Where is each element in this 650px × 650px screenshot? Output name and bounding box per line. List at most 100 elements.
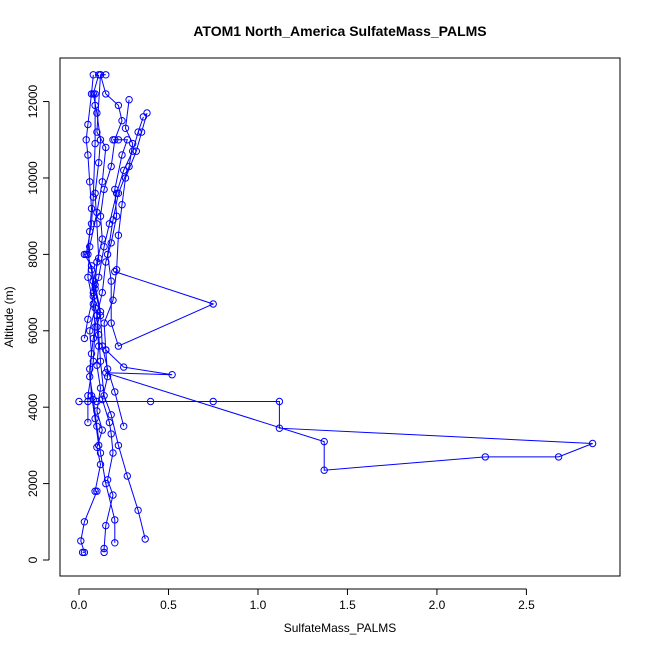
data-point <box>107 319 115 327</box>
x-tick-label: 1.0 <box>250 598 267 612</box>
data-point <box>95 441 103 450</box>
x-tick-label: 2.0 <box>429 598 446 612</box>
data-point <box>86 178 94 186</box>
data-point <box>275 397 284 406</box>
data-point <box>91 90 99 98</box>
data-point <box>103 476 112 484</box>
data-point <box>91 487 99 495</box>
data-point <box>86 243 94 251</box>
data-point <box>129 139 137 148</box>
y-tick-label: 8000 <box>26 241 40 268</box>
data-point <box>80 548 89 557</box>
data-point <box>111 267 119 276</box>
plot-frame <box>59 57 621 577</box>
data-point <box>95 159 103 167</box>
data-point <box>102 90 110 98</box>
data-point <box>118 201 126 209</box>
data-point <box>125 96 133 104</box>
data-point <box>481 453 489 461</box>
data-point <box>98 178 107 186</box>
y-axis-label: Altitude (m) <box>2 286 16 347</box>
data-point <box>114 231 123 240</box>
data-point <box>84 273 92 281</box>
data-point <box>134 128 142 136</box>
data-point <box>80 334 89 343</box>
data-point <box>93 208 101 217</box>
data-point <box>129 147 137 155</box>
data-point <box>588 439 597 448</box>
data-point <box>102 521 110 530</box>
data-point <box>320 437 328 446</box>
series-line <box>89 139 129 446</box>
data-point <box>100 243 108 251</box>
x-tick-label: 0.0 <box>71 598 88 612</box>
data-point <box>93 128 101 136</box>
x-tick-label: 0.5 <box>160 598 177 612</box>
data-point <box>86 365 94 373</box>
data-point <box>89 357 98 365</box>
data-point <box>77 537 85 545</box>
data-point <box>89 71 98 79</box>
data-point <box>105 220 114 228</box>
data-point <box>109 296 117 304</box>
x-axis: 0.0 0.5 1.0 1.5 2.0 2.5 <box>71 588 535 612</box>
data-point <box>98 288 107 297</box>
data-point <box>93 397 101 406</box>
series-line <box>80 74 123 553</box>
data-point <box>96 136 105 144</box>
y-axis: 0 2000 4000 6000 8000 10000 12000 <box>26 85 50 563</box>
data-point <box>320 466 328 474</box>
x-tick-label: 1.5 <box>339 598 356 612</box>
data-point <box>139 113 148 121</box>
data-point <box>84 315 92 323</box>
data-point <box>114 342 123 350</box>
data-point <box>121 124 130 133</box>
data-point <box>86 327 94 335</box>
data-point <box>114 101 123 110</box>
data-point <box>118 117 126 125</box>
data-point <box>98 426 107 434</box>
data-point <box>111 516 119 524</box>
series-line <box>85 74 146 540</box>
data-point <box>75 397 83 406</box>
data-point <box>100 548 108 557</box>
data-point <box>111 539 119 547</box>
data-point <box>82 136 90 144</box>
data-point <box>87 204 96 213</box>
series-10 <box>84 71 110 427</box>
data-point <box>120 363 128 371</box>
x-tick-label: 2.5 <box>518 598 535 612</box>
data-point <box>109 136 117 144</box>
data-point <box>107 430 115 438</box>
data-point <box>168 371 176 379</box>
series-line <box>89 74 116 543</box>
data-point <box>93 109 101 117</box>
data-point <box>96 357 105 365</box>
data-point <box>100 392 108 400</box>
data-point <box>114 136 123 144</box>
data-point <box>102 479 110 488</box>
data-point <box>120 166 128 175</box>
data-point <box>91 414 99 423</box>
data-point <box>111 185 119 194</box>
data-point <box>123 136 132 144</box>
y-tick-label: 10000 <box>26 161 40 195</box>
data-point <box>84 151 92 159</box>
data-point <box>91 139 99 148</box>
data-point <box>554 453 563 461</box>
data-point <box>107 239 115 247</box>
series-5 <box>75 346 597 474</box>
y-tick-label: 2000 <box>26 470 40 497</box>
series-9 <box>86 136 132 450</box>
series-line <box>83 116 144 339</box>
data-point <box>109 491 117 499</box>
series-line <box>83 93 125 427</box>
data-point <box>112 212 121 220</box>
data-point <box>96 449 105 457</box>
data-point <box>120 422 128 430</box>
data-point <box>84 418 92 427</box>
series-line <box>87 74 107 423</box>
data-point <box>107 162 115 171</box>
data-point <box>93 220 101 228</box>
